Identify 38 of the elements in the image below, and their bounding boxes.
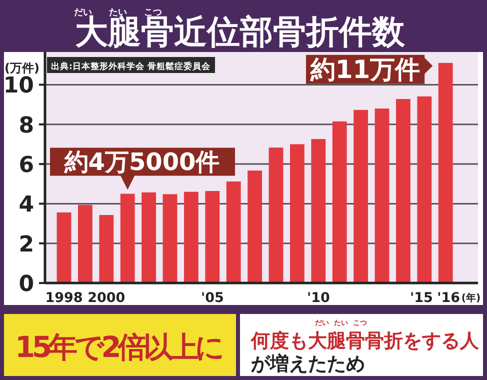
bar: [311, 139, 326, 283]
text: 何度も大腿骨骨折をする人が増えたため: [250, 330, 480, 375]
bar: [417, 96, 432, 283]
bar: [226, 181, 241, 283]
bar: [120, 194, 135, 283]
bar: [56, 212, 72, 283]
x-tick-label: '10: [306, 290, 330, 306]
bar: [99, 214, 114, 283]
bar: [332, 121, 347, 283]
annotation: 約4万5000件: [63, 148, 220, 176]
bar: [184, 192, 198, 283]
annotation: 約11万件: [309, 54, 420, 84]
bar: [205, 191, 220, 283]
x-axis-title: (年): [461, 292, 481, 304]
bar: [248, 170, 262, 283]
x-tick-label: 1998: [45, 290, 83, 306]
annotation: 出典:日本整形外科学会 骨粗鬆症委員会: [51, 61, 212, 72]
bar: [268, 148, 284, 283]
bar: [78, 204, 92, 283]
bar: [290, 144, 304, 283]
x-tick-label: '15: [410, 290, 433, 306]
x-tick-label: '05: [200, 290, 224, 306]
bar: [438, 62, 453, 283]
y-tick-label: 0: [18, 272, 34, 297]
y-axis-title: (万件): [4, 61, 40, 75]
bar: [374, 108, 390, 283]
bar: [354, 110, 368, 283]
bar: [162, 194, 178, 283]
text: 15年で2倍以上に: [15, 330, 225, 364]
y-tick-label: 4: [18, 192, 34, 218]
y-tick-label: 8: [18, 113, 34, 138]
x-tick-label: 2000: [88, 290, 126, 306]
y-tick-label: 2: [18, 232, 34, 258]
x-tick-label: '16: [437, 290, 460, 306]
bar: [142, 192, 156, 283]
bar: [396, 99, 410, 283]
y-tick-label: 6: [18, 153, 34, 178]
y-tick-label: 10: [3, 74, 34, 99]
